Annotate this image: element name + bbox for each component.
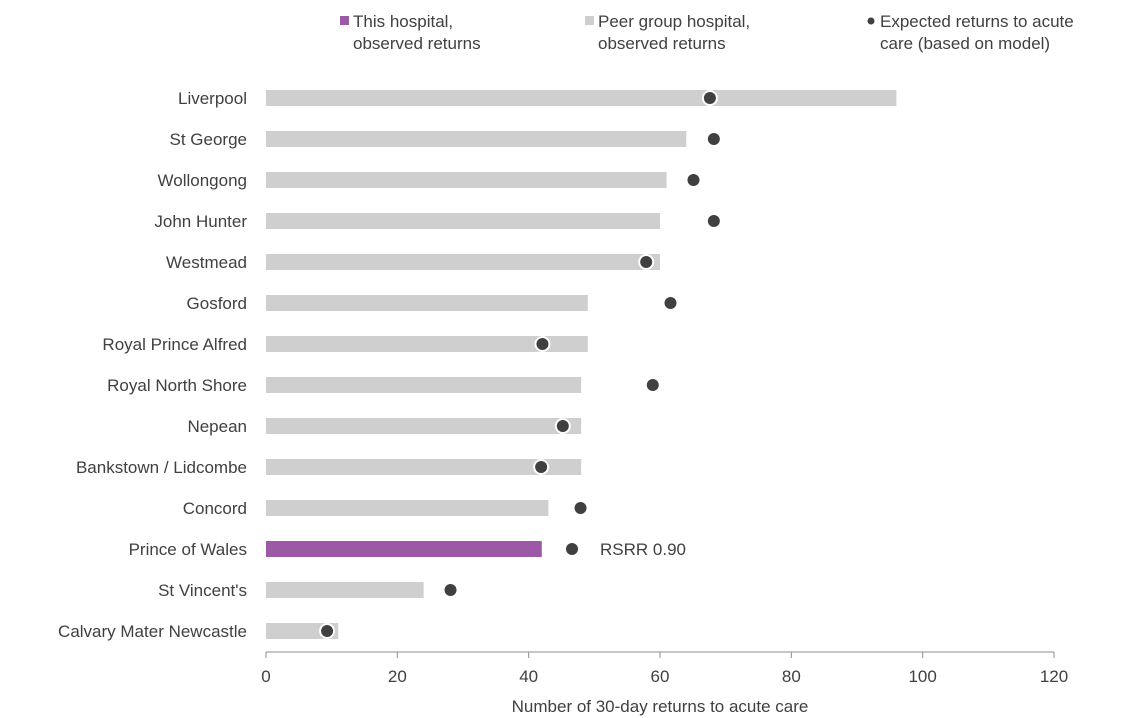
x-axis: 0 20 40 60 80 100 120 [261, 651, 1068, 686]
rsrr-annotation: RSRR 0.90 [600, 540, 686, 559]
category-label: Wollongong [158, 171, 247, 190]
expected-marker [705, 131, 722, 147]
expected-marker [534, 336, 551, 352]
expected-marker [319, 623, 336, 639]
category-label: Gosford [187, 294, 247, 313]
category-label: St Vincent's [158, 581, 247, 600]
bar-peer [266, 295, 588, 311]
category-label: Calvary Mater Newcastle [58, 622, 247, 641]
category-label: John Hunter [154, 212, 247, 231]
legend-label: observed returns [353, 34, 481, 53]
bar-this-hospital [266, 541, 542, 557]
legend-item: This hospital, observed returns [340, 12, 481, 53]
legend-label: observed returns [598, 34, 726, 53]
expected-marker [644, 377, 661, 393]
category-label: Royal North Shore [107, 376, 247, 395]
expected-marker [533, 459, 550, 475]
category-label: Liverpool [178, 89, 247, 108]
x-tick-label: 80 [782, 667, 801, 686]
x-axis-title: Number of 30-day returns to acute care [512, 697, 809, 716]
bar-peer [266, 418, 582, 434]
category-label: Nepean [187, 417, 247, 436]
category-label: Westmead [166, 253, 247, 272]
category-label: Bankstown / Lidcombe [76, 458, 247, 477]
expected-markers [319, 90, 722, 639]
legend-label: care (based on model) [880, 34, 1050, 53]
expected-marker [701, 90, 718, 106]
expected-marker [564, 541, 581, 557]
x-tick-label: 120 [1040, 667, 1068, 686]
x-tick-label: 20 [388, 667, 407, 686]
x-tick-label: 40 [519, 667, 538, 686]
legend-square-swatch [340, 16, 349, 25]
bar-peer [266, 172, 667, 188]
expected-marker [572, 500, 589, 516]
category-label: Prince of Wales [129, 540, 247, 559]
bar-peer [266, 500, 549, 516]
x-tick-label: 0 [261, 667, 270, 686]
bar-peer [266, 131, 687, 147]
legend-circle-swatch [867, 17, 875, 25]
expected-marker [442, 582, 459, 598]
category-label: Royal Prince Alfred [102, 335, 247, 354]
expected-marker [554, 418, 571, 434]
bar-peer [266, 459, 582, 475]
legend-item: Expected returns to acute care (based on … [867, 12, 1074, 53]
legend-label: This hospital, [353, 12, 453, 31]
bar-peer [266, 336, 588, 352]
bar-peer [266, 213, 660, 229]
legend-label: Expected returns to acute [880, 12, 1074, 31]
category-label: Concord [183, 499, 247, 518]
x-tick-label: 60 [651, 667, 670, 686]
expected-marker [638, 254, 655, 270]
bar-peer [266, 582, 424, 598]
expected-marker [685, 172, 702, 188]
legend-label: Peer group hospital, [598, 12, 750, 31]
bar-peer [266, 377, 582, 393]
x-tick-label: 100 [908, 667, 936, 686]
bar-peer [266, 254, 660, 270]
expected-marker [662, 295, 679, 311]
category-label: St George [170, 130, 248, 149]
legend-item: Peer group hospital, observed returns [585, 12, 750, 53]
legend-square-swatch [585, 16, 594, 25]
expected-marker [705, 213, 722, 229]
bars [266, 90, 897, 639]
category-labels: Liverpool St George Wollongong John Hunter W… [58, 89, 247, 641]
bar-peer [266, 90, 897, 106]
